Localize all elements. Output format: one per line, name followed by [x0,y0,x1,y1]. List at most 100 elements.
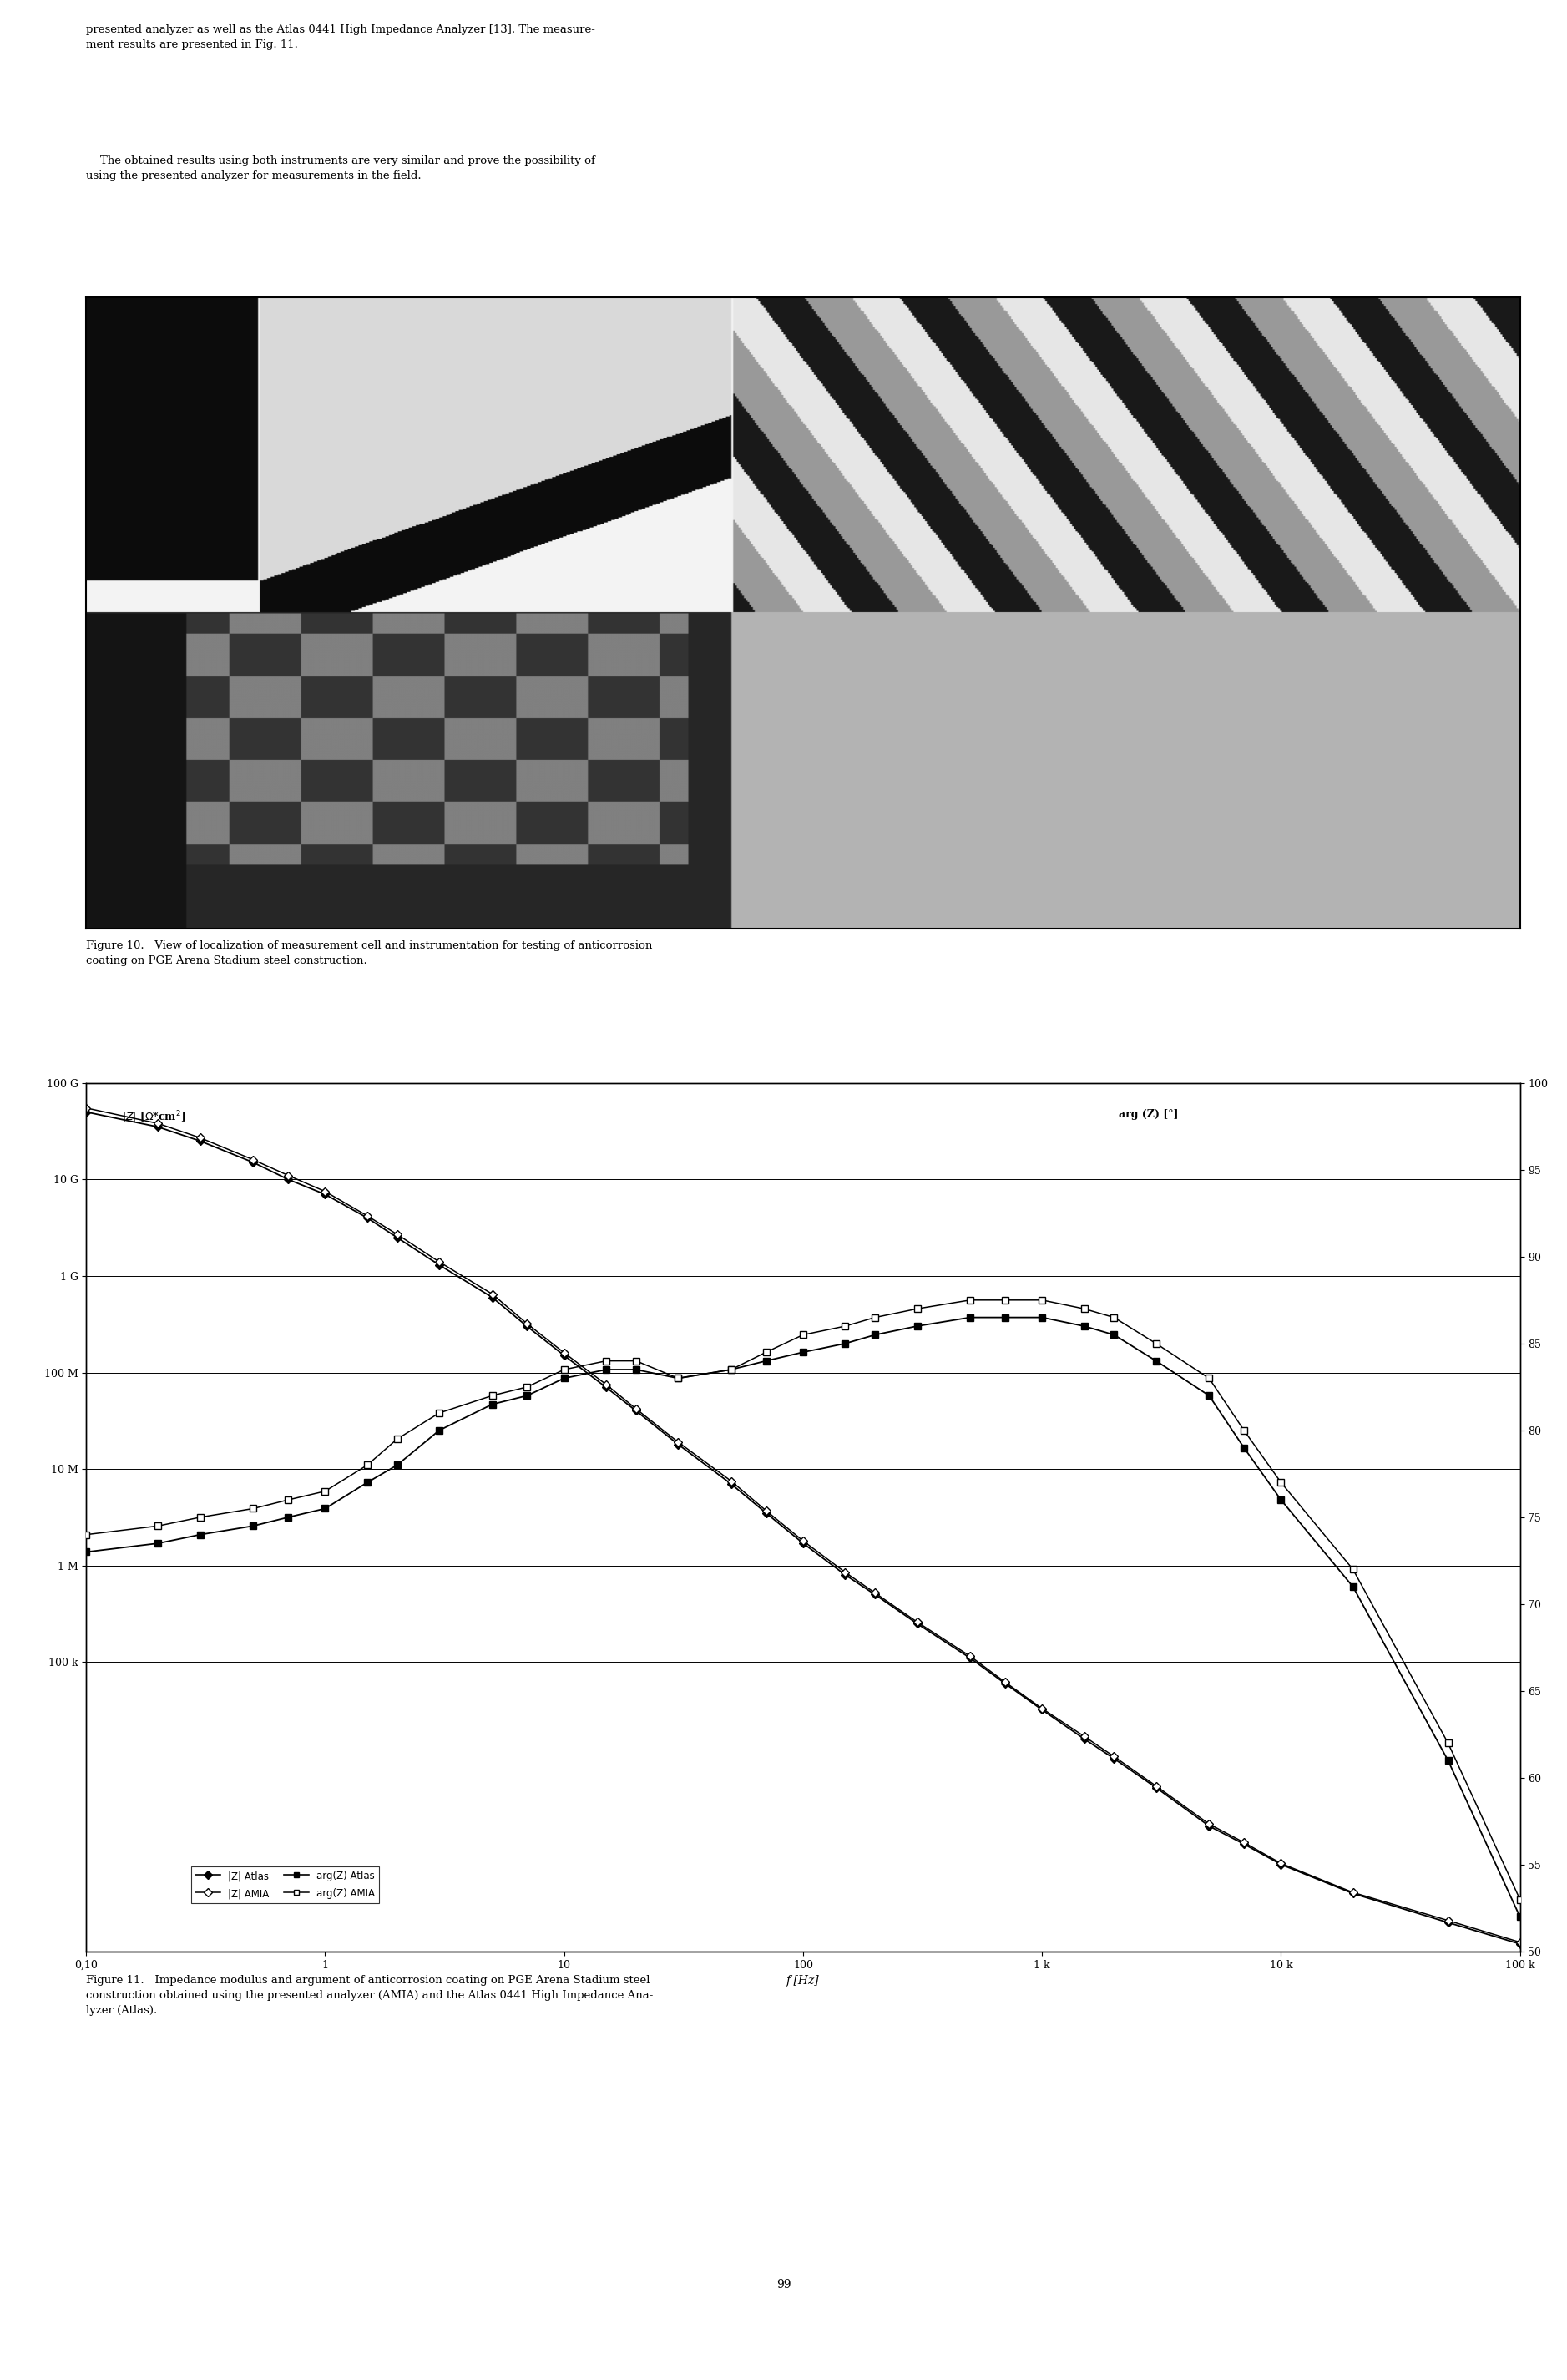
|Z| AMIA [315,1178,334,1207]
|Z| Atlas [1075,1726,1094,1754]
arg(Z) Atlas [1200,1380,1219,1409]
arg(Z) Atlas [1343,1573,1362,1602]
arg(Z) AMIA [517,1373,536,1402]
Text: presented analyzer as well as the Atlas 0441 High Impedance Analyzer [13]. The m: presented analyzer as well as the Atlas … [86,24,595,50]
Text: Figure 11.   Impedance modulus and argument of anticorrosion coating on PGE Aren: Figure 11. Impedance modulus and argumen… [86,1975,653,2016]
|Z| Atlas [191,1126,210,1154]
arg(Z) AMIA [1200,1364,1219,1392]
arg(Z) AMIA [597,1347,616,1376]
|Z| AMIA [77,1095,96,1123]
|Z| AMIA [961,1642,979,1671]
arg(Z) AMIA [483,1380,501,1409]
|Z| AMIA [429,1247,448,1276]
Text: arg (Z) [°]: arg (Z) [°] [1119,1109,1178,1121]
|Z| AMIA [1147,1771,1166,1799]
arg(Z) AMIA [149,1511,168,1540]
arg(Z) Atlas [961,1304,979,1333]
|Z| Atlas [429,1250,448,1278]
arg(Z) AMIA [1105,1304,1124,1333]
|Z| Atlas [627,1397,646,1426]
|Z| AMIA [191,1123,210,1152]
|Z| Atlas [835,1561,854,1590]
arg(Z) Atlas [1105,1321,1124,1349]
|Z| AMIA [835,1559,854,1587]
arg(Z) Atlas [279,1504,298,1533]
arg(Z) AMIA [757,1338,776,1366]
|Z| Atlas [757,1499,776,1528]
|Z| Atlas [483,1283,501,1311]
arg(Z) Atlas [865,1321,884,1349]
arg(Z) Atlas [722,1354,741,1383]
arg(Z) Atlas [669,1364,688,1392]
|Z| Atlas [793,1528,812,1557]
arg(Z) AMIA [1271,1468,1290,1497]
arg(Z) Atlas [191,1521,210,1549]
|Z| AMIA [722,1466,741,1495]
arg(Z) Atlas [555,1364,574,1392]
|Z| AMIA [793,1526,812,1554]
arg(Z) Atlas [387,1452,406,1480]
arg(Z) Atlas [1075,1311,1094,1340]
arg(Z) AMIA [77,1521,96,1549]
Line: arg(Z) AMIA: arg(Z) AMIA [83,1297,1523,1902]
arg(Z) Atlas [244,1511,263,1540]
arg(Z) AMIA [907,1295,926,1323]
|Z| AMIA [865,1578,884,1607]
arg(Z) AMIA [1439,1728,1457,1756]
|Z| AMIA [1439,1906,1457,1935]
arg(Z) Atlas [357,1468,376,1497]
|Z| AMIA [387,1221,406,1250]
Text: $|Z|$ [$\Omega$*cm$^2$]: $|Z|$ [$\Omega$*cm$^2$] [122,1109,186,1123]
Legend: |Z| Atlas, |Z| AMIA, arg(Z) Atlas, arg(Z) AMIA: |Z| Atlas, |Z| AMIA, arg(Z) Atlas, arg(Z… [191,1866,379,1904]
arg(Z) Atlas [793,1338,812,1366]
|Z| AMIA [597,1371,616,1399]
|Z| Atlas [1235,1830,1254,1859]
arg(Z) AMIA [835,1311,854,1340]
arg(Z) AMIA [995,1285,1014,1314]
arg(Z) Atlas [1511,1902,1529,1930]
|Z| AMIA [1033,1695,1051,1723]
arg(Z) AMIA [865,1304,884,1333]
|Z| Atlas [1147,1773,1166,1802]
|Z| AMIA [1200,1809,1219,1837]
Line: arg(Z) Atlas: arg(Z) Atlas [83,1314,1523,1921]
arg(Z) Atlas [77,1537,96,1566]
|Z| AMIA [1235,1828,1254,1856]
|Z| Atlas [1105,1745,1124,1773]
arg(Z) Atlas [1033,1304,1051,1333]
arg(Z) Atlas [1235,1433,1254,1461]
|Z| AMIA [995,1668,1014,1697]
Line: |Z| AMIA: |Z| AMIA [83,1104,1523,1944]
|Z| Atlas [517,1311,536,1340]
|Z| Atlas [597,1373,616,1402]
arg(Z) AMIA [191,1504,210,1533]
arg(Z) Atlas [517,1380,536,1409]
arg(Z) AMIA [1075,1295,1094,1323]
|Z| Atlas [1200,1811,1219,1840]
Text: Figure 10.   View of localization of measurement cell and instrumentation for te: Figure 10. View of localization of measu… [86,940,652,966]
|Z| AMIA [757,1497,776,1526]
|Z| Atlas [279,1166,298,1195]
arg(Z) AMIA [387,1426,406,1454]
arg(Z) AMIA [669,1364,688,1392]
arg(Z) Atlas [995,1304,1014,1333]
|Z| Atlas [149,1111,168,1140]
arg(Z) AMIA [1235,1416,1254,1445]
|Z| AMIA [1075,1723,1094,1752]
arg(Z) Atlas [1271,1485,1290,1514]
arg(Z) AMIA [1343,1554,1362,1583]
arg(Z) AMIA [357,1452,376,1480]
arg(Z) Atlas [1439,1747,1457,1775]
|Z| AMIA [279,1161,298,1190]
|Z| Atlas [1343,1880,1362,1909]
arg(Z) Atlas [757,1347,776,1376]
|Z| AMIA [627,1395,646,1423]
|Z| AMIA [1511,1928,1529,1956]
|Z| Atlas [669,1430,688,1459]
arg(Z) Atlas [149,1528,168,1557]
|Z| Atlas [1271,1849,1290,1878]
|Z| Atlas [1033,1695,1051,1723]
|Z| Atlas [1511,1930,1529,1959]
|Z| Atlas [961,1645,979,1673]
arg(Z) Atlas [907,1311,926,1340]
